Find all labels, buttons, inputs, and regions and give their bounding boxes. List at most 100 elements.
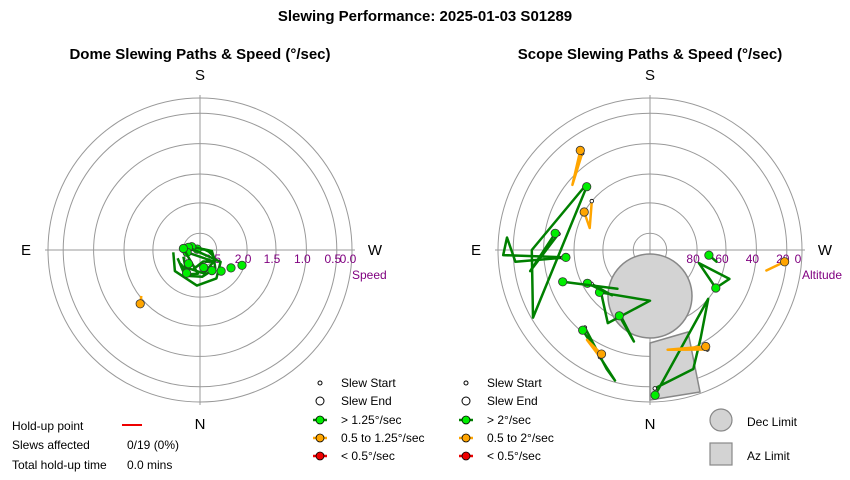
- dome-slew-path: [186, 251, 215, 271]
- az-limit-label: Az Limit: [747, 449, 790, 463]
- scope-slew-path: [765, 260, 786, 272]
- scope-slew-path: [501, 236, 566, 264]
- dec-limit-label: Dec Limit: [747, 415, 798, 429]
- dome-legend: Slew Start Slew End > 1.25°/sec 0.5 to 1…: [313, 376, 425, 463]
- dome-axis-name: Speed: [352, 268, 387, 282]
- dome-legend-start: Slew Start: [341, 376, 396, 390]
- dome-compass-e: E: [21, 242, 31, 259]
- limit-legend: Dec Limit Az Limit: [709, 408, 798, 466]
- holdup-label: Hold-up point: [12, 419, 84, 433]
- dome-legend-medium: 0.5 to 1.25°/sec: [341, 431, 425, 445]
- legend-slow-marker: [315, 451, 325, 461]
- scope-slew-start: [652, 386, 657, 391]
- scope-slew-end: [558, 277, 568, 287]
- scope-axis-name: Altitude: [802, 268, 842, 282]
- scope-legend-end-marker: [461, 396, 471, 406]
- legend-slew-start-marker: [317, 380, 323, 386]
- slews-affected-label: Slews affected: [12, 438, 90, 452]
- scope-panel: Scope Slewing Paths & Speed (°/sec) S N …: [471, 46, 842, 433]
- scope-legend-start: Slew Start: [487, 376, 542, 390]
- scope-slew-start: [589, 198, 594, 204]
- scope-slew-end: [779, 257, 790, 267]
- scope-paths: [501, 145, 790, 400]
- scope-slew-path: [528, 232, 560, 273]
- scope-slew-end: [578, 325, 588, 335]
- scope-legend-fast-marker: [461, 415, 471, 425]
- scope-slew-end: [575, 145, 585, 155]
- legend-fast-marker: [315, 415, 325, 425]
- scope-slew-path: [583, 201, 594, 230]
- dome-slew-end: [178, 243, 188, 254]
- scope-compass-e: E: [471, 242, 481, 259]
- scope-legend-slow-marker: [461, 451, 471, 461]
- dome-ring-label: 0.5: [324, 252, 341, 266]
- scope-ring-label: 60: [715, 252, 729, 266]
- scope-slew-path: [562, 280, 619, 291]
- main-title: Slewing Performance: 2025-01-03 S01289: [277, 8, 573, 25]
- dome-paths: [135, 242, 247, 309]
- total-holdup-label: Total hold-up time: [12, 458, 107, 472]
- dome-panel: Dome Slewing Paths & Speed (°/sec) S N E…: [21, 46, 387, 433]
- scope-slew-path: [599, 291, 652, 325]
- scope-slew-end: [596, 349, 607, 359]
- dome-compass-n: N: [195, 416, 206, 433]
- dome-speed-point: [216, 266, 226, 276]
- dome-compass-w: W: [368, 242, 383, 259]
- slews-affected-value: 0/19 (0%): [127, 438, 179, 452]
- dome-speed-point: [226, 263, 236, 273]
- scope-compass-n: N: [645, 416, 656, 433]
- scope-slew-path: [618, 313, 636, 343]
- scope-slew-end: [550, 228, 560, 238]
- dome-speed-point: [237, 260, 247, 270]
- az-limit-legend-icon: [709, 442, 733, 466]
- scope-slew-path: [530, 184, 588, 319]
- dome-legend-slow: < 0.5°/sec: [341, 449, 395, 463]
- scope-slew-end: [561, 252, 571, 262]
- scope-slew-end: [614, 311, 624, 321]
- scope-slew-end: [582, 182, 592, 192]
- total-holdup-value: 0.0 mins: [127, 458, 172, 472]
- scope-slew-end: [579, 207, 589, 217]
- scope-slew-end: [711, 283, 721, 293]
- dome-speed-point: [183, 259, 194, 269]
- scope-compass-w: W: [818, 242, 833, 259]
- scope-slew-path: [585, 338, 603, 358]
- dec-limit-circle: [607, 253, 693, 339]
- scope-ring-label: 80: [686, 252, 700, 266]
- scope-slew-end: [650, 390, 660, 400]
- dome-speed-point: [199, 262, 209, 273]
- dome-ring-label: 0.0: [340, 252, 357, 266]
- scope-legend-end: Slew End: [487, 394, 538, 408]
- legend-slew-end-marker: [315, 396, 325, 406]
- legend-medium-marker: [315, 433, 325, 443]
- dome-speed-point: [182, 268, 192, 278]
- scope-legend: Slew Start Slew End > 2°/sec 0.5 to 2°/s…: [459, 376, 554, 463]
- dec-limit-legend-icon: [709, 408, 733, 432]
- scope-compass-s: S: [645, 67, 655, 84]
- dome-legend-end: Slew End: [341, 394, 392, 408]
- holdup-stats: Hold-up point Slews affected 0/19 (0%) T…: [12, 419, 179, 472]
- dome-slew-end: [135, 299, 145, 309]
- scope-legend-medium-marker: [461, 433, 471, 443]
- scope-slew-path: [666, 345, 708, 352]
- scope-legend-slow: < 0.5°/sec: [487, 449, 541, 463]
- scope-ring-label: 0: [795, 252, 802, 266]
- dome-legend-fast: > 1.25°/sec: [341, 413, 402, 427]
- scope-legend-medium: 0.5 to 2°/sec: [487, 431, 554, 445]
- dome-title: Dome Slewing Paths & Speed (°/sec): [69, 46, 330, 63]
- scope-slew-path: [697, 261, 731, 290]
- dome-compass-s: S: [195, 67, 205, 84]
- scope-slew-path: [571, 150, 584, 187]
- scope-legend-fast: > 2°/sec: [487, 413, 531, 427]
- dome-speed-point: [207, 265, 217, 276]
- scope-slew-path: [586, 282, 614, 297]
- dome-slew-path: [172, 246, 222, 287]
- dome-ring-labels: 2.5 2.0 1.5 1.0 0.50.0: [204, 252, 356, 266]
- dome-ring-label: 1.0: [294, 252, 311, 266]
- scope-slew-end: [701, 341, 711, 352]
- scope-legend-start-marker: [463, 380, 469, 386]
- scope-ring-label: 40: [746, 252, 760, 266]
- dome-ring-label: 1.5: [264, 252, 281, 266]
- scope-slew-path: [654, 297, 710, 396]
